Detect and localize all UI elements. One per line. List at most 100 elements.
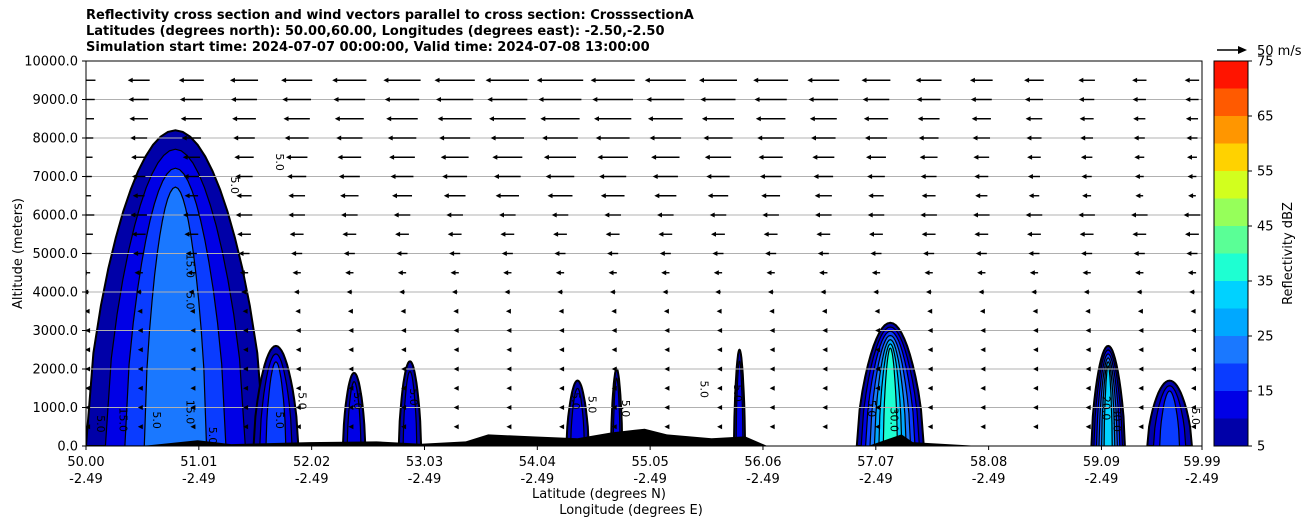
colorbar-tick-label-0: 5 bbox=[1257, 440, 1265, 455]
wind-vector-head bbox=[500, 231, 506, 237]
colorbar: 5 15 25 35 45 55 65 75 Reflectivity dBZ bbox=[1213, 55, 1296, 455]
wind-vector-head bbox=[1078, 212, 1084, 218]
wind-vector-head bbox=[503, 270, 509, 276]
wind-vector-head bbox=[763, 231, 769, 237]
wind-vector-head bbox=[437, 116, 443, 122]
wind-vector-head bbox=[1024, 97, 1030, 102]
wind-vector-head bbox=[559, 424, 565, 430]
wind-vector-head bbox=[348, 424, 354, 430]
wind-vector-head bbox=[282, 97, 288, 102]
wind-vector-head bbox=[599, 174, 605, 179]
wind-vector-head bbox=[180, 116, 186, 122]
wind-vector-head bbox=[451, 289, 457, 295]
wind-vector-head bbox=[233, 135, 239, 141]
wind-vector-head bbox=[243, 347, 249, 353]
wind-vector-head bbox=[232, 116, 238, 122]
wind-vector-head bbox=[137, 385, 143, 391]
wind-vector-head bbox=[135, 289, 141, 295]
wind-vector-head bbox=[189, 308, 195, 314]
wind-key: 50 m/s bbox=[1217, 44, 1302, 59]
wind-vector-head bbox=[184, 193, 190, 199]
wind-vector-head bbox=[506, 328, 512, 333]
wind-vector-head bbox=[920, 174, 926, 179]
wind-vector-head bbox=[185, 251, 191, 256]
x-tick-lon-4: -2.49 bbox=[520, 472, 554, 487]
contour-label: 5.0 bbox=[731, 384, 744, 402]
wind-vector-head bbox=[288, 212, 294, 218]
echo-cell-2-band-1 bbox=[346, 380, 362, 446]
wind-vector-head bbox=[183, 212, 188, 218]
wind-vector-head bbox=[1082, 193, 1088, 199]
wind-vector-head bbox=[1185, 116, 1191, 122]
wind-vector-head bbox=[717, 385, 723, 391]
echo-cell-5-band-1 bbox=[612, 377, 621, 446]
wind-vector-head bbox=[875, 347, 881, 353]
wind-vector-head bbox=[133, 251, 139, 256]
wind-vector-head bbox=[1187, 270, 1193, 276]
wind-vector-head bbox=[871, 270, 877, 276]
x-axis-label-lat: Latitude (degrees N) bbox=[532, 487, 666, 502]
wind-vector-head bbox=[348, 405, 354, 410]
wind-vector-head bbox=[334, 116, 340, 122]
wind-vector-head bbox=[592, 97, 598, 102]
wind-vector-head bbox=[605, 231, 611, 237]
wind-vector-head bbox=[1137, 308, 1143, 314]
wind-vector-head bbox=[716, 308, 722, 314]
wind-vector-head bbox=[281, 77, 287, 83]
wind-vector-head bbox=[863, 116, 869, 122]
contour-label: 5.0 bbox=[228, 177, 241, 195]
wind-vector-head bbox=[1191, 385, 1196, 391]
wind-vector-head bbox=[1085, 424, 1091, 430]
wind-vector-head bbox=[652, 174, 658, 179]
wind-vector-head bbox=[137, 405, 143, 410]
wind-vector-head bbox=[285, 154, 291, 160]
wind-vector-head bbox=[453, 366, 459, 372]
y-tick-label-8: 8000.0 bbox=[33, 132, 79, 147]
wind-vector-head bbox=[1025, 116, 1031, 122]
x-tick-lat-4: 54.04 bbox=[519, 455, 556, 470]
wind-vector-head bbox=[1085, 347, 1091, 353]
colorbar-frame bbox=[1213, 60, 1249, 447]
wind-vector-head bbox=[1138, 424, 1144, 430]
wind-vector-head bbox=[611, 385, 617, 391]
wind-vector-head bbox=[712, 251, 718, 256]
colorbar-swatch-3 bbox=[1214, 336, 1248, 364]
wind-vector-head bbox=[1184, 77, 1190, 83]
wind-vector-head bbox=[1189, 289, 1195, 295]
wind-vector-head bbox=[86, 328, 91, 333]
wind-vector-head bbox=[86, 366, 91, 372]
wind-vector-head bbox=[971, 116, 977, 122]
wind-vector-head bbox=[295, 347, 301, 353]
wind-vector-head bbox=[77, 78, 82, 83]
wind-vector-head bbox=[654, 193, 660, 199]
wind-vector-head bbox=[664, 328, 670, 333]
wind-vector-head bbox=[649, 135, 655, 141]
wind-vector-head bbox=[447, 231, 453, 237]
x-tick-lat-10: 59.99 bbox=[1183, 455, 1220, 470]
wind-vector-head bbox=[78, 116, 83, 121]
x-tick-lat-8: 58.08 bbox=[970, 455, 1007, 470]
wind-vector-head bbox=[973, 212, 978, 218]
wind-vector-head bbox=[86, 289, 89, 295]
wind-vector-head bbox=[453, 308, 459, 314]
wind-vector-head bbox=[1132, 77, 1138, 83]
wind-vector-head bbox=[1079, 116, 1085, 122]
wind-vector-head bbox=[659, 251, 665, 256]
wind-vector-head bbox=[397, 270, 403, 276]
wind-vector-head bbox=[753, 77, 759, 83]
wind-vector-head bbox=[980, 385, 986, 391]
wind-vector-head bbox=[924, 270, 930, 276]
x-tick-lon-0: -2.49 bbox=[69, 472, 103, 487]
x-tick-lon-7: -2.49 bbox=[859, 472, 893, 487]
wind-vector-head bbox=[822, 366, 828, 372]
wind-vector-head bbox=[132, 193, 138, 199]
y-tick-label-5: 5000.0 bbox=[33, 247, 79, 262]
wind-vector-head bbox=[190, 424, 196, 430]
wind-vector-head bbox=[449, 251, 455, 256]
wind-vector-head bbox=[243, 328, 249, 333]
wind-vector-head bbox=[1085, 385, 1091, 391]
wind-vector-head bbox=[594, 116, 599, 122]
wind-vector-head bbox=[553, 231, 559, 237]
wind-vector-head bbox=[972, 135, 978, 141]
wind-vector-head bbox=[807, 77, 813, 83]
